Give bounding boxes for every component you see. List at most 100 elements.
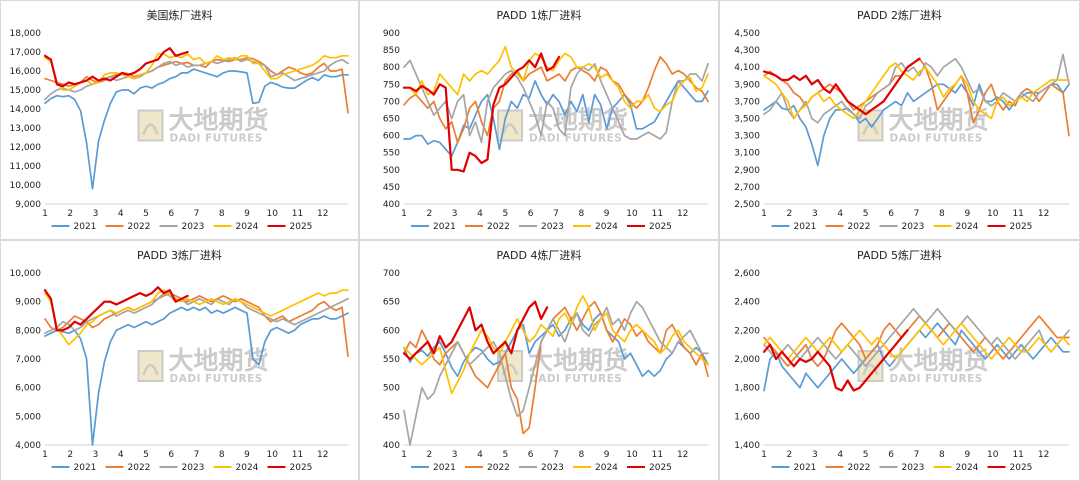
x-tick-label: 12 (1038, 209, 1049, 219)
series-line-2025 (43, 286, 189, 332)
x-tick-label: 5 (502, 209, 508, 219)
series-line-2022 (44, 292, 349, 357)
y-tick-label: 650 (383, 115, 400, 125)
y-tick-label: 600 (383, 132, 400, 142)
series-line-2024 (403, 45, 709, 113)
x-tick-label: 12 (317, 209, 328, 219)
chart-svg: 美国炼厂进料 9,000 10,000 11,000 12,000 13,000 14,00… (10, 8, 349, 232)
y-tick-label: 3,700 (734, 97, 760, 107)
y-tick-label: 900 (383, 29, 400, 39)
series-line-2025 (43, 47, 189, 88)
y-tick-label: 450 (383, 183, 400, 193)
y-tick-label: 1,800 (734, 384, 760, 394)
x-tick-label: 2 (67, 450, 73, 460)
y-tick-label: 15,000 (10, 86, 42, 96)
chart-panel-us-total: 美国炼厂进料 9,000 10,000 11,000 12,000 13,000 14,00… (0, 0, 359, 240)
legend-label-2021: 2021 (74, 222, 97, 232)
x-tick-label: 2 (787, 209, 793, 219)
x-tick-label: 9 (244, 209, 250, 219)
x-tick-label: 10 (626, 450, 638, 460)
series-line-2024 (44, 53, 349, 91)
legend-label-2023: 2023 (541, 222, 564, 232)
y-tick-label: 550 (383, 355, 400, 365)
x-tick-label: 10 (267, 209, 279, 219)
y-tick-label: 4,100 (734, 63, 760, 73)
legend-label-2021: 2021 (433, 222, 456, 232)
watermark-cn-text: 大地期货 (528, 346, 628, 375)
x-tick-label: 3 (812, 209, 818, 219)
legend-label-2022: 2022 (487, 222, 510, 232)
watermark-cn-text: 大地期货 (169, 106, 269, 135)
watermark-en-text: DADI FUTURES (529, 133, 622, 145)
legend-label-2025: 2025 (1010, 463, 1033, 473)
y-tick-label: 750 (383, 80, 400, 90)
legend-label-2021: 2021 (794, 463, 817, 473)
y-tick-label: 1,600 (734, 412, 760, 422)
y-tick-label: 11,000 (10, 162, 42, 172)
x-tick-label: 6 (888, 209, 894, 219)
x-tick-label: 10 (626, 209, 638, 219)
x-tick-label: 12 (677, 450, 688, 460)
y-tick-label: 12,000 (10, 143, 42, 153)
x-tick-label: 4 (118, 209, 124, 219)
chart-svg: PADD 1炼厂进料 400 450 500 550 600 650 700 750 800 850… (383, 8, 709, 232)
y-tick-label: 2,000 (734, 355, 760, 365)
x-tick-label: 6 (168, 209, 174, 219)
y-tick-label: 4,500 (734, 29, 760, 39)
x-tick-label: 6 (528, 209, 534, 219)
chart-svg: PADD 2炼厂进料 2,500 2,700 2,900 3,100 3,300 3,500… (734, 8, 1070, 232)
x-tick-label: 1 (761, 209, 767, 219)
chart-panel-padd2: PADD 2炼厂进料 2,500 2,700 2,900 3,100 3,300 3,500… (719, 0, 1080, 240)
y-tick-label: 600 (383, 326, 400, 336)
legend-label-2022: 2022 (848, 463, 871, 473)
x-tick-label: 11 (292, 450, 303, 460)
y-tick-label: 6,000 (15, 384, 41, 394)
y-tick-label: 400 (383, 441, 400, 451)
series-line-2024 (763, 322, 1070, 360)
y-tick-label: 9,000 (15, 298, 41, 308)
legend-label-2021: 2021 (433, 463, 456, 473)
x-tick-label: 2 (787, 450, 793, 460)
x-tick-label: 8 (939, 450, 945, 460)
y-tick-label: 3,900 (734, 80, 760, 90)
x-tick-label: 10 (987, 450, 999, 460)
y-tick-label: 16,000 (10, 67, 42, 77)
x-tick-label: 7 (194, 209, 200, 219)
legend-label-2022: 2022 (128, 463, 151, 473)
x-tick-label: 7 (914, 450, 920, 460)
y-tick-label: 450 (383, 412, 400, 422)
x-tick-label: 7 (553, 209, 559, 219)
series-line-2025 (402, 300, 549, 361)
series-line-2023 (403, 300, 709, 446)
y-tick-label: 650 (383, 298, 400, 308)
y-tick-label: 4,000 (15, 441, 41, 451)
x-tick-label: 3 (452, 450, 458, 460)
chart-title: PADD 5炼厂进料 (857, 248, 942, 262)
y-tick-label: 700 (383, 97, 400, 107)
y-tick-label: 18,000 (10, 29, 42, 39)
chart-panel-padd3: PADD 3炼厂进料 4,000 5,000 6,000 7,000 8,000 9,000… (0, 240, 359, 481)
legend-label-2021: 2021 (794, 222, 817, 232)
y-tick-label: 2,500 (734, 200, 760, 210)
legend-label-2023: 2023 (182, 222, 205, 232)
x-tick-label: 3 (93, 209, 99, 219)
legend-label-2025: 2025 (290, 463, 313, 473)
y-tick-label: 850 (383, 46, 400, 56)
legend-label-2021: 2021 (74, 463, 97, 473)
y-tick-label: 17,000 (10, 48, 42, 58)
x-tick-label: 1 (401, 209, 407, 219)
legend-label-2025: 2025 (1010, 222, 1033, 232)
chart-panel-padd4: PADD 4炼厂进料 400 450 500 550 600 650 700 1 2 3 4 5 6 7 8 9… (359, 240, 719, 481)
series-line-2021 (403, 80, 709, 157)
series-line-2024 (403, 295, 709, 395)
series-line-2023 (763, 307, 1070, 368)
legend-label-2024: 2024 (595, 463, 618, 473)
y-tick-label: 2,200 (734, 326, 760, 336)
x-tick-label: 7 (194, 450, 200, 460)
legend-label-2023: 2023 (902, 222, 925, 232)
x-tick-label: 10 (987, 209, 999, 219)
watermark-cn-text: 大地期货 (889, 106, 989, 135)
x-tick-label: 1 (401, 450, 407, 460)
